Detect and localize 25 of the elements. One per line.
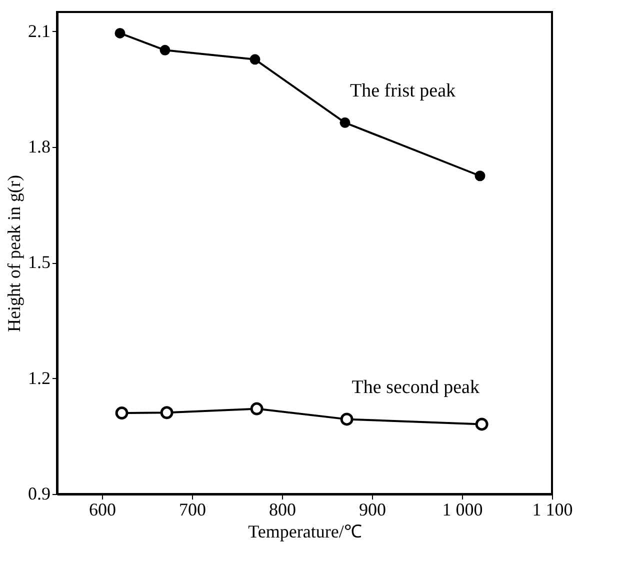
x-tick-label: 700 (179, 500, 206, 520)
point (115, 406, 128, 420)
x-tick-label: 600 (89, 500, 116, 520)
point (474, 170, 486, 182)
x-tick-label: 1 100 (532, 500, 573, 520)
point (160, 44, 170, 56)
x-axis-title: Temperature/℃ (248, 522, 362, 542)
y-tick-label: 0.9 (28, 484, 50, 504)
point (340, 412, 354, 426)
y-tick-label: 1.5 (28, 252, 50, 272)
y-tick-label: 2.1 (28, 20, 50, 41)
series-label: The second peak (352, 377, 480, 398)
point (340, 117, 350, 128)
y-tick-label: 1.8 (28, 136, 50, 156)
point (114, 28, 126, 38)
x-tick-label: 800 (269, 500, 296, 520)
x-tick-label: 900 (359, 500, 386, 520)
point (250, 402, 264, 416)
point (250, 54, 260, 65)
point (475, 418, 488, 431)
x-tick-label: 1 000 (442, 500, 483, 520)
point (160, 406, 174, 420)
y-tick-label: 1.2 (28, 368, 50, 388)
series-label: The frist peak (350, 80, 456, 102)
y-axis-title: Height of peak in g(r) (4, 175, 24, 332)
